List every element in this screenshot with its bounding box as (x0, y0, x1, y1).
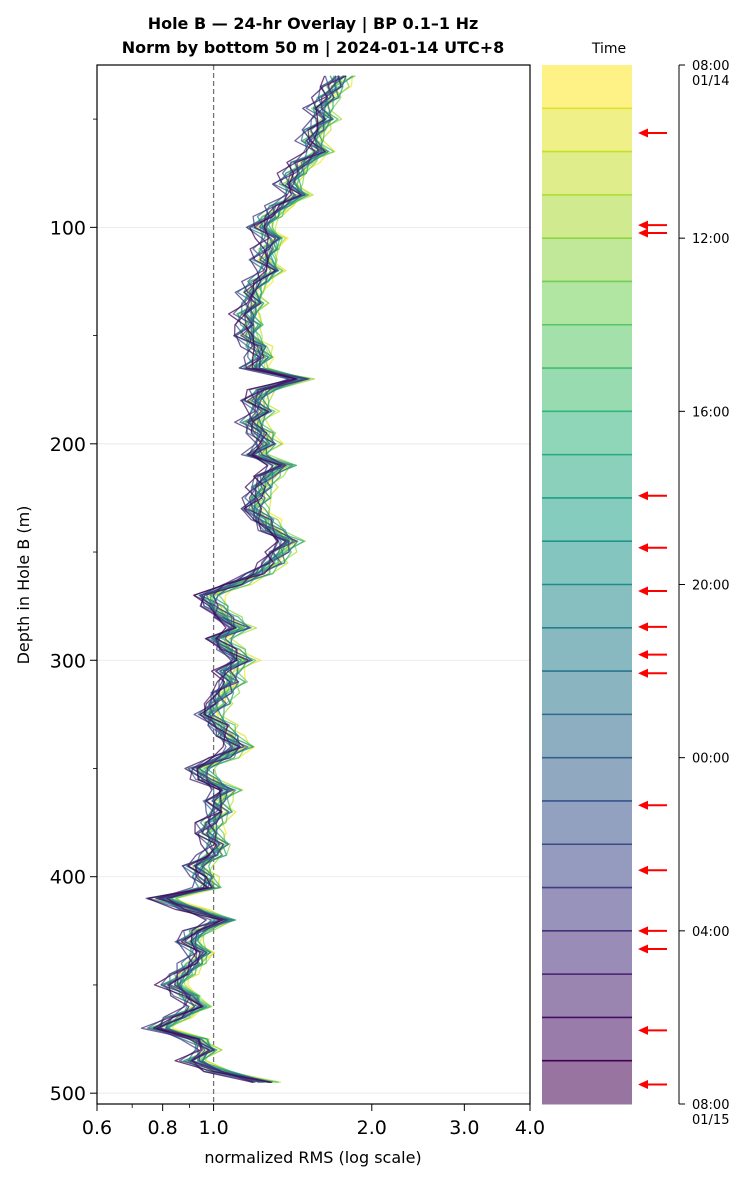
y-axis-label: Depth in Hole B (m) (14, 506, 33, 665)
colorbar (542, 65, 632, 1105)
event-arrow-head (638, 586, 648, 596)
y-tick-label: 100 (50, 217, 86, 239)
x-tick-label: 3.0 (449, 1117, 479, 1139)
x-axis-ticks: 0.6 0.8 1.0 2.0 3.0 4.0 (82, 1104, 545, 1139)
colorbar-band (542, 454, 632, 499)
colorbar-band (542, 800, 632, 845)
event-arrow-head (638, 622, 648, 632)
event-arrow-head (638, 228, 648, 238)
y-tick-label: 500 (50, 1083, 86, 1105)
colorbar-band (542, 497, 632, 542)
colorbar-tick-label: 08:00 01/14 (692, 59, 729, 89)
event-arrow-head (638, 1025, 648, 1035)
y-tick-label: 300 (50, 650, 86, 672)
event-arrow-head (638, 220, 648, 230)
colorbar-title: Time (591, 41, 626, 57)
colorbar-band (542, 627, 632, 672)
colorbar-band (542, 238, 632, 282)
event-arrow-head (638, 128, 648, 138)
x-tick-label: 0.6 (82, 1117, 112, 1139)
event-arrow-head (638, 650, 648, 660)
x-tick-label: 2.0 (357, 1117, 387, 1139)
x-tick-label: 0.8 (148, 1117, 178, 1139)
colorbar-band (542, 844, 632, 889)
y-tick-label: 200 (50, 434, 86, 456)
series-lines (140, 75, 356, 1084)
colorbar-band (542, 1017, 632, 1062)
x-tick-label: 1.0 (198, 1117, 228, 1139)
x-tick-label: 4.0 (515, 1117, 545, 1139)
event-arrow-head (638, 800, 648, 810)
colorbar-band (542, 151, 632, 196)
colorbar-band (542, 974, 632, 1018)
colorbar-band (542, 930, 632, 975)
colorbar-band (542, 108, 632, 153)
plot-frame (96, 64, 531, 1105)
event-arrow-head (638, 1080, 648, 1090)
y-tick-label: 400 (50, 867, 86, 889)
event-arrow-head (638, 668, 648, 678)
event-arrows (638, 128, 667, 1090)
event-arrow-head (638, 491, 648, 501)
colorbar-band (542, 541, 632, 585)
colorbar-band (542, 194, 632, 239)
series-line (140, 75, 337, 1084)
colorbar-band (542, 65, 632, 109)
colorbar-tick-label: 04:00 (692, 925, 729, 940)
event-arrow-head (638, 926, 648, 936)
event-arrow-head (638, 944, 648, 954)
colorbar-axis: 08:00 01/14 12:00 16:00 20:00 00:00 04:00 08:00… (678, 59, 729, 1128)
colorbar-tick-label: 16:00 (692, 405, 729, 420)
colorbar-band (542, 714, 632, 759)
colorbar-band (542, 324, 632, 369)
x-axis-label: normalized RMS (log scale) (204, 1148, 421, 1167)
colorbar-band (542, 1060, 632, 1105)
colorbar-tick-label: 12:00 (692, 232, 729, 247)
grid-lines (97, 226, 530, 1094)
colorbar-tick-label: 08:00 01/15 (692, 1098, 729, 1128)
colorbar-band (542, 887, 632, 932)
chart-subtitle: Norm by bottom 50 m | 2024-01-14 UTC+8 (122, 38, 505, 58)
colorbar-band (542, 368, 632, 412)
y-axis-ticks: 100 200 300 400 500 (50, 118, 97, 1105)
series-line (147, 75, 329, 1084)
colorbar-band (542, 757, 632, 802)
colorbar-band (542, 584, 632, 629)
colorbar-tick-label: 00:00 (692, 752, 729, 767)
colorbar-band (542, 671, 632, 715)
event-arrow-head (638, 865, 648, 875)
colorbar-band (542, 281, 632, 326)
colorbar-tick-label: 20:00 (692, 579, 729, 594)
colorbar-band (542, 411, 632, 456)
event-arrow-head (638, 543, 648, 553)
series-line (155, 75, 342, 1084)
chart-title: Hole B — 24-hr Overlay | BP 0.1–1 Hz (148, 14, 479, 34)
